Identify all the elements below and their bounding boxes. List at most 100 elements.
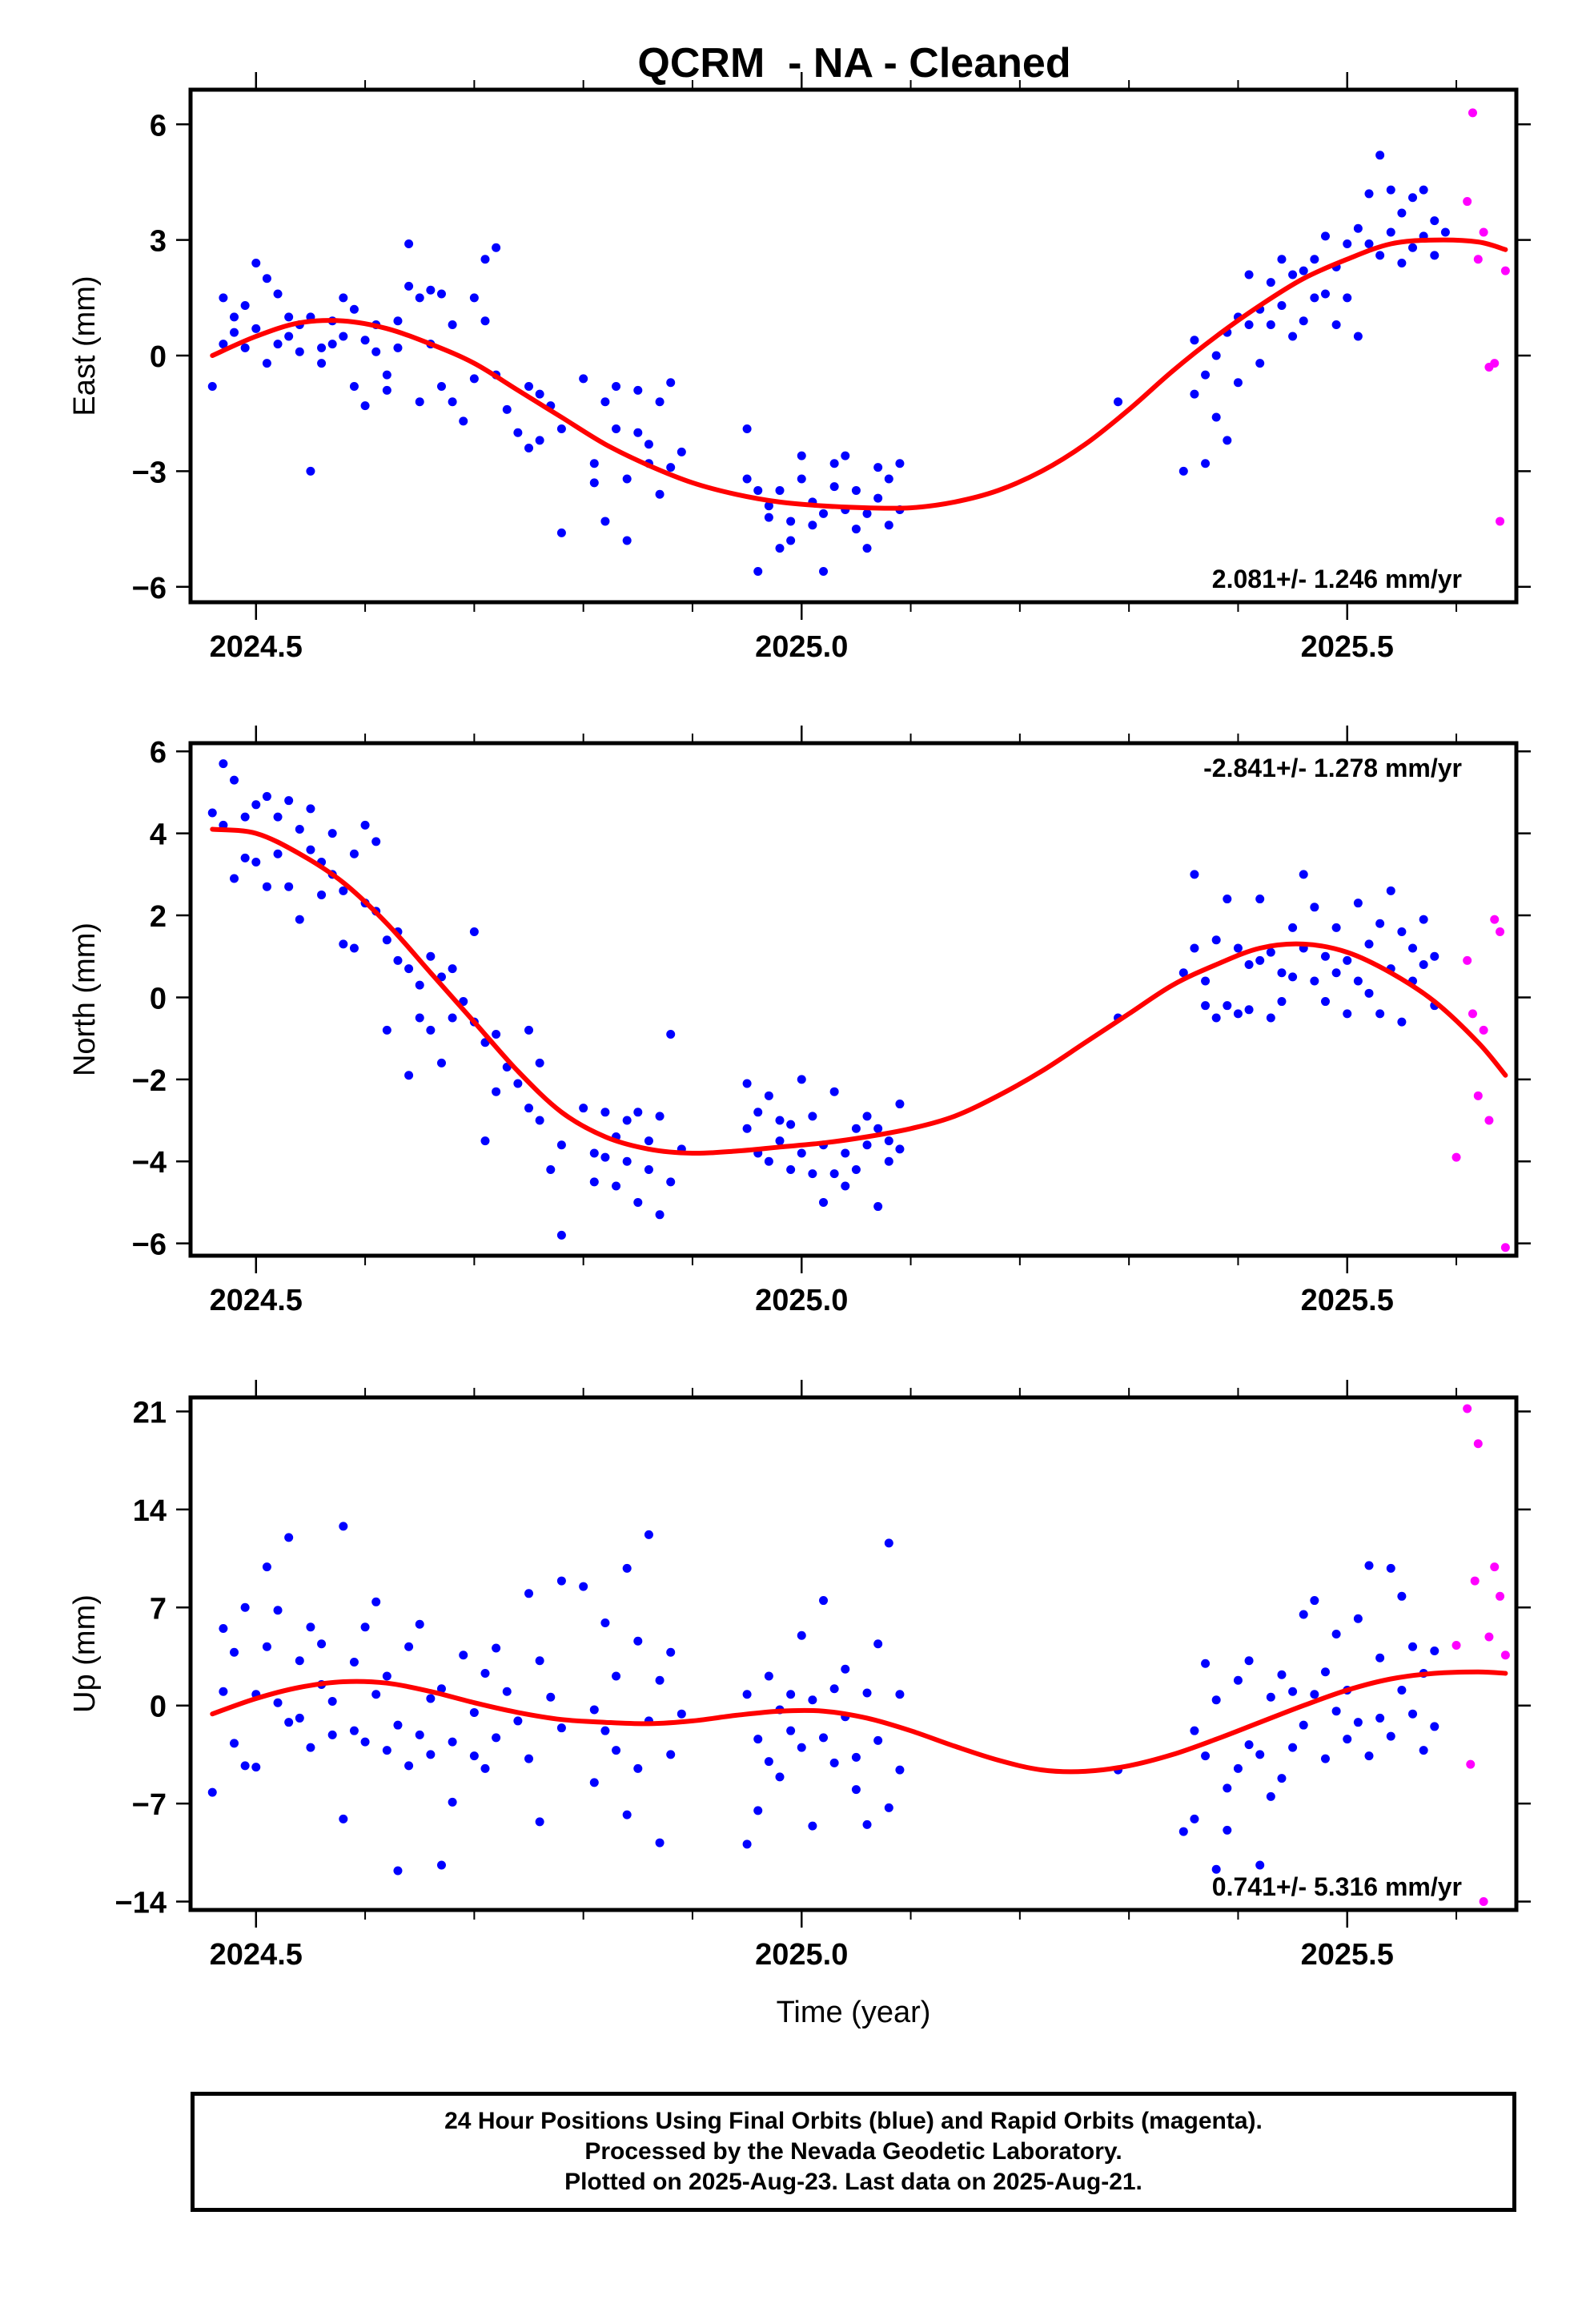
final-orbit-point [524,1025,534,1035]
y-tick-label: −4 [132,1146,167,1180]
final-orbit-point [480,316,490,326]
final-orbit-point [873,1124,883,1133]
final-orbit-point [480,255,490,264]
final-orbit-point [622,1810,632,1819]
final-orbit-point [1288,332,1298,341]
final-orbit-point [589,478,599,488]
rapid-orbit-point [1490,359,1500,368]
final-orbit-point [753,1108,763,1117]
final-orbit-point [1211,1864,1221,1874]
final-orbit-point [546,1692,556,1702]
final-orbit-point [1386,1731,1395,1741]
rapid-orbit-point [1463,1404,1472,1413]
final-orbit-point [448,1013,457,1023]
final-orbit-point [841,1181,850,1191]
y-tick-label: 0 [150,1691,167,1724]
final-orbit-point [524,1754,534,1763]
final-orbit-point [884,1538,893,1548]
final-orbit-point [1211,1013,1221,1023]
final-orbit-point [1386,185,1395,195]
final-orbit-point [1364,1751,1374,1761]
final-orbit-point [492,1643,501,1653]
x-tick-label: 2025.0 [755,630,848,664]
final-orbit-point [382,1671,391,1681]
final-orbit-point [426,1025,436,1035]
final-orbit-point [1299,870,1308,879]
final-orbit-point [317,890,327,899]
final-orbit-point [219,1624,228,1634]
rapid-orbit-point [1500,1651,1510,1660]
final-orbit-point [1190,1814,1199,1823]
final-orbit-point [556,1576,566,1586]
final-orbit-point [753,567,763,577]
final-orbit-point [295,1656,304,1666]
plot-frame [188,1395,1519,1912]
final-orbit-point [556,528,566,537]
final-orbit-point [1364,1561,1374,1570]
final-orbit-point [426,951,436,961]
final-orbit-point [589,1177,599,1187]
final-orbit-point [1343,1009,1352,1019]
final-orbit-point [1266,1692,1275,1702]
y-axis-label: East (mm) [68,275,102,416]
final-orbit-point [273,340,283,349]
final-orbit-point [1430,1722,1439,1731]
final-orbit-point [1223,436,1232,445]
final-orbit-point [1343,239,1352,248]
velocity-rate-label: -2.841+/- 1.278 mm/yr [1203,754,1462,782]
final-orbit-point [219,1687,228,1696]
final-orbit-point [1364,939,1374,949]
final-orbit-point [1201,459,1211,468]
final-orbit-point [1310,903,1319,912]
footer-line-dates: Plotted on 2025-Aug-23. Last data on 202… [564,2169,1142,2195]
final-orbit-point [797,474,806,484]
final-orbit-point [1266,320,1275,330]
final-orbit-point [327,340,337,349]
final-orbit-point [1441,0,1450,5]
final-orbit-point [764,1156,773,1166]
final-orbit-point [295,347,304,356]
final-orbit-point [600,1726,610,1735]
final-orbit-point [1320,1667,1330,1677]
final-orbit-point [873,1202,883,1212]
final-orbit-point [1211,1695,1221,1705]
final-orbit-point [382,1025,391,1035]
final-orbit-point [655,1112,665,1121]
final-orbit-point [1299,266,1308,275]
final-orbit-point [480,1668,490,1678]
final-orbit-point [1255,955,1265,965]
final-orbit-point [1419,915,1428,924]
final-orbit-point [819,1596,829,1606]
final-orbit-point [1430,1647,1439,1656]
final-orbit-point [1353,976,1363,986]
velocity-rate-label: 0.741+/- 5.316 mm/yr [1212,1872,1462,1901]
final-orbit-point [1277,968,1287,978]
final-orbit-point [600,517,610,526]
x-tick-label: 2025.0 [755,1284,848,1317]
final-orbit-point [349,1726,359,1735]
final-orbit-point [666,1177,676,1187]
final-orbit-point [1299,1610,1308,1619]
final-orbit-point [306,804,315,814]
final-orbit-point [829,1087,839,1096]
final-orbit-point [371,837,381,846]
final-orbit-point [415,1619,424,1629]
final-orbit-point [1430,951,1439,961]
final-orbit-point [273,1606,283,1615]
final-orbit-point [786,1690,796,1699]
final-orbit-point [339,332,348,341]
final-orbit-point [819,1733,829,1743]
final-orbit-point [775,544,785,553]
final-orbit-point [415,1730,424,1739]
final-orbit-point [306,466,315,476]
final-orbit-point [884,1803,893,1812]
final-orbit-point [556,1140,566,1150]
x-tick-label: 2025.5 [1301,1284,1394,1317]
final-orbit-point [360,1737,370,1747]
final-orbit-point [895,1144,905,1154]
final-orbit-point [404,281,414,291]
final-orbit-point [306,1622,315,1632]
x-axis-label: Time (year) [777,1996,931,2029]
final-orbit-point [426,1694,436,1703]
final-orbit-point [786,517,796,526]
